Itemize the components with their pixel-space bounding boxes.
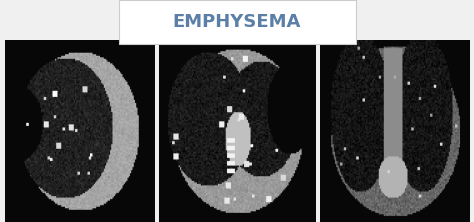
Bar: [118, 0, 356, 44]
Text: EMPHYSEMA: EMPHYSEMA: [173, 13, 301, 31]
